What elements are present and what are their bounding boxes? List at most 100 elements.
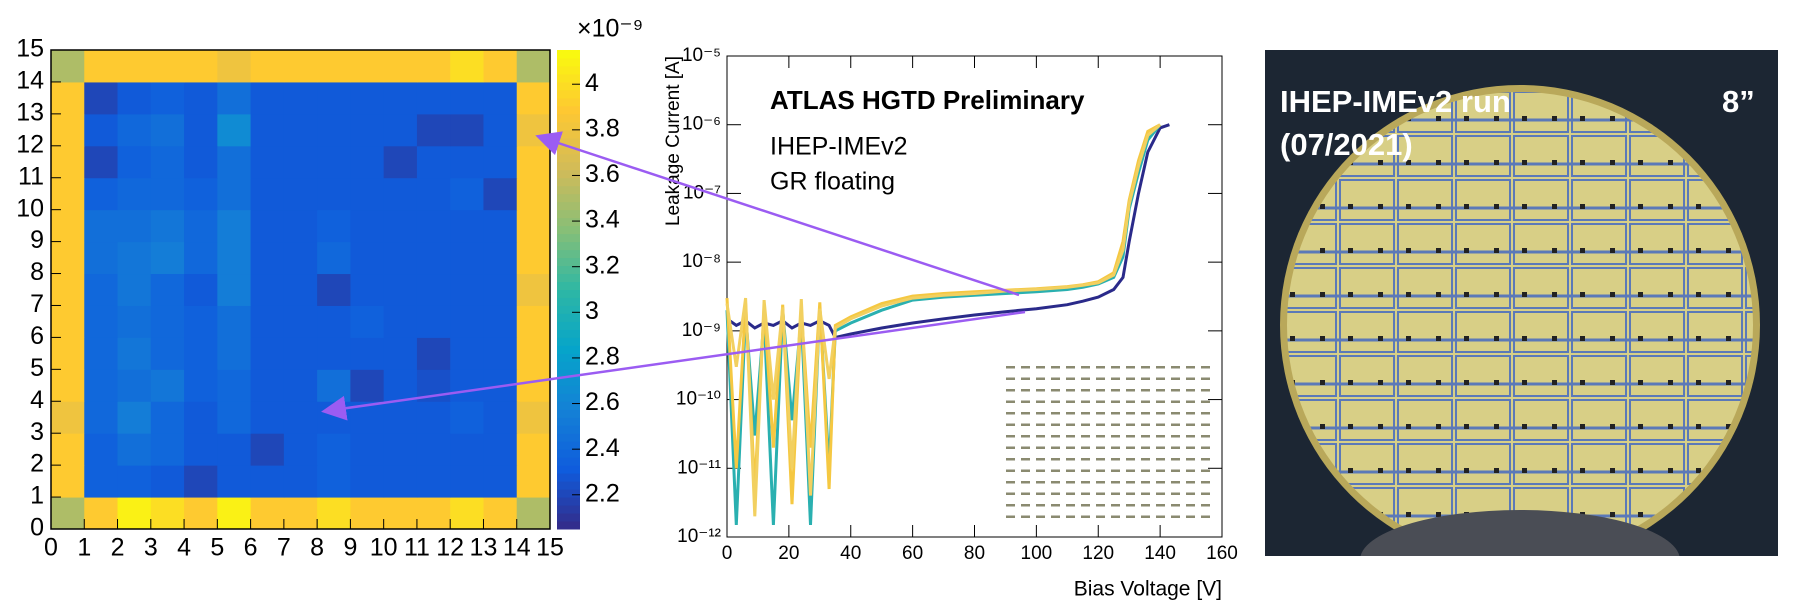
- colorbar-step: [557, 137, 580, 147]
- heatmap-cell: [450, 433, 484, 466]
- y-tick-label: 13: [16, 98, 44, 126]
- legend-cell: [1036, 423, 1045, 426]
- colorbar-tick-label: 2.2: [585, 479, 620, 507]
- heatmap-cell: [84, 465, 119, 498]
- x-tick-label: 120: [1082, 543, 1114, 564]
- heatmap-cell: [416, 337, 451, 370]
- heatmap-cell: [51, 337, 85, 370]
- colorbar-step: [557, 497, 580, 506]
- y-tick-label: 0: [30, 514, 44, 542]
- colorbar-step: [557, 50, 580, 59]
- legend-cell: [1021, 492, 1030, 495]
- plot-frame: [50, 49, 551, 530]
- legend-cell: [1126, 458, 1135, 461]
- heatmap-cell: [450, 305, 484, 338]
- legend-cell: [1021, 504, 1030, 507]
- legend-cell: [1006, 366, 1015, 369]
- heatmap-cell: [117, 113, 152, 147]
- y-tick-label: 10⁻⁶: [682, 114, 721, 135]
- colorbar-step: [557, 441, 580, 450]
- colorbar-step: [557, 153, 580, 163]
- heatmap-cell: [250, 401, 285, 434]
- colorbar-step: [557, 289, 580, 298]
- heatmap-cell: [317, 113, 351, 147]
- colorbar-step: [557, 265, 580, 275]
- heatmap-cell: [84, 305, 119, 338]
- legend-cell: [1156, 481, 1165, 484]
- arrow: [535, 131, 1020, 297]
- legend-cell: [1066, 377, 1075, 380]
- legend-cell: [1036, 389, 1045, 392]
- colorbar-step: [557, 417, 580, 426]
- heatmap-cell: [184, 497, 218, 530]
- colorbar-step: [557, 489, 580, 498]
- legend-cell: [1036, 492, 1045, 495]
- colorbar-step: [557, 513, 580, 522]
- legend-cell: [1126, 446, 1135, 449]
- heatmap-cell: [217, 50, 252, 83]
- legend-cell: [1006, 423, 1015, 426]
- colorbar-step: [557, 97, 580, 107]
- legend-cell: [1111, 492, 1120, 495]
- legend-cell: [1021, 435, 1030, 438]
- legend-cell: [1201, 366, 1210, 369]
- colorbar-step: [557, 81, 580, 91]
- heatmap-cell: [150, 209, 185, 243]
- heatmap-cell: [383, 113, 418, 147]
- colorbar-step: [557, 369, 580, 378]
- legend-cell: [1156, 446, 1165, 449]
- legend-cell: [1141, 446, 1150, 449]
- heatmap-cell: [317, 177, 351, 211]
- heatmap-cell: [84, 145, 119, 179]
- legend-cell: [1201, 481, 1210, 484]
- y-tick-label: 8: [30, 258, 44, 286]
- heatmap-cell: [84, 81, 119, 115]
- legend-cell: [1186, 469, 1195, 472]
- heatmap-cell: [516, 145, 551, 179]
- legend-cell: [1156, 412, 1165, 415]
- heatmap-cell: [516, 241, 551, 275]
- colorbar-step: [557, 273, 580, 283]
- legend-cell: [1021, 366, 1030, 369]
- heatmap-cell: [184, 50, 218, 83]
- legend-cell: [1066, 389, 1075, 392]
- x-tick-label: 100: [1021, 543, 1053, 564]
- legend-cell: [1021, 469, 1030, 472]
- heatmap-cell: [450, 113, 484, 147]
- heatmap-cell: [117, 273, 152, 306]
- legend-cell: [1201, 492, 1210, 495]
- heatmap-cell: [150, 145, 185, 179]
- legend-cell: [1201, 446, 1210, 449]
- x-tick-label: 160: [1206, 543, 1238, 564]
- heatmap-cell: [150, 337, 185, 370]
- legend-cell: [1036, 515, 1045, 518]
- heatmap-cell: [283, 401, 318, 434]
- legend-cell: [1141, 469, 1150, 472]
- legend-cell: [1171, 412, 1180, 415]
- legend-cell: [1006, 446, 1015, 449]
- heatmap-cell: [51, 401, 85, 434]
- colorbar-tick-label: 2.4: [585, 434, 620, 462]
- heatmap-cell: [217, 401, 252, 434]
- heatmap-cell: [483, 273, 518, 306]
- heatmap-cell: [383, 433, 418, 466]
- legend-cell: [1036, 481, 1045, 484]
- heatmap-cell: [117, 50, 152, 83]
- legend-cell: [1051, 366, 1060, 369]
- colorbar-step: [557, 297, 580, 306]
- colorbar-step: [557, 361, 580, 370]
- legend-cell: [1171, 435, 1180, 438]
- x-tick-label: 14: [503, 534, 531, 562]
- heatmap-cell: [383, 497, 418, 530]
- heatmap-cell: [483, 145, 518, 179]
- legend-cell: [1051, 458, 1060, 461]
- heatmap-cell: [117, 177, 152, 211]
- heatmap-cell: [51, 209, 85, 243]
- heatmap-cell: [150, 433, 185, 466]
- heatmap-cell: [84, 209, 119, 243]
- heatmap-cell: [217, 241, 252, 275]
- y-tick-label: 1: [30, 482, 44, 510]
- legend-cell: [1141, 400, 1150, 403]
- colorbar-step: [557, 385, 580, 394]
- legend-cell: [1051, 446, 1060, 449]
